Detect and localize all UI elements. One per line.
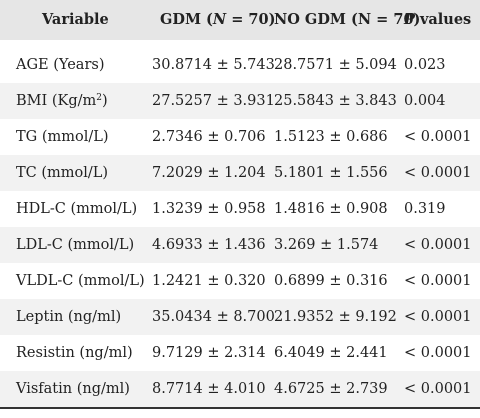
- cell-gdm: 7.2029 ± 1.204: [152, 165, 266, 181]
- cell-variable: Resistin (ng/ml): [16, 345, 133, 361]
- cell-p-value: 0.319: [404, 201, 446, 217]
- cell-gdm: 4.6933 ± 1.436: [152, 237, 266, 253]
- cell-no-gdm: 1.4816 ± 0.908: [274, 201, 388, 217]
- cell-p-value: < 0.0001: [404, 237, 472, 253]
- header-variable: Variable: [42, 11, 109, 28]
- cell-gdm: 30.8714 ± 5.743: [152, 57, 275, 73]
- cell-no-gdm: 0.6899 ± 0.316: [274, 273, 388, 289]
- cell-no-gdm: 25.5843 ± 3.843: [274, 93, 397, 109]
- cell-no-gdm: 3.269 ± 1.574: [274, 237, 379, 253]
- table-row: HDL-C (mmol/L) 1.3239 ± 0.958 1.4816 ± 0…: [0, 191, 480, 227]
- table-bottom-rule: [0, 407, 480, 409]
- cell-p-value: < 0.0001: [404, 309, 472, 325]
- cell-variable: HDL-C (mmol/L): [16, 201, 138, 217]
- cell-gdm: 8.7714 ± 4.010: [152, 381, 266, 397]
- header-no-gdm: NO GDM (N = 70): [274, 11, 421, 28]
- table-row: Visfatin (ng/ml) 8.7714 ± 4.010 4.6725 ±…: [0, 371, 480, 407]
- table-row: BMI (Kg/m2) 27.5257 ± 3.931 25.5843 ± 3.…: [0, 83, 480, 119]
- table-row: LDL-C (mmol/L) 4.6933 ± 1.436 3.269 ± 1.…: [0, 227, 480, 263]
- cell-p-value: < 0.0001: [404, 129, 472, 145]
- table-row: AGE (Years) 30.8714 ± 5.743 28.7571 ± 5.…: [0, 47, 480, 83]
- cell-variable: TC (mmol/L): [16, 165, 109, 181]
- cell-gdm: 27.5257 ± 3.931: [152, 93, 275, 109]
- cell-gdm: 9.7129 ± 2.314: [152, 345, 266, 361]
- cell-variable: Leptin (ng/ml): [16, 309, 122, 325]
- cell-p-value: 0.023: [404, 57, 446, 73]
- cell-no-gdm: 28.7571 ± 5.094: [274, 57, 397, 73]
- cell-gdm: 1.3239 ± 0.958: [152, 201, 266, 217]
- cell-variable: TG (mmol/L): [16, 129, 109, 145]
- cell-p-value: < 0.0001: [404, 381, 472, 397]
- header-p-values: P values: [404, 11, 472, 28]
- cell-no-gdm: 6.4049 ± 2.441: [274, 345, 388, 361]
- cell-no-gdm: 4.6725 ± 2.739: [274, 381, 388, 397]
- cell-p-value: < 0.0001: [404, 273, 472, 289]
- table-row: VLDL-C (mmol/L) 1.2421 ± 0.320 0.6899 ± …: [0, 263, 480, 299]
- table-row: Resistin (ng/ml) 9.7129 ± 2.314 6.4049 ±…: [0, 335, 480, 371]
- cell-p-value: < 0.0001: [404, 165, 472, 181]
- cell-variable: VLDL-C (mmol/L): [16, 273, 145, 289]
- table-row: Leptin (ng/ml) 35.0434 ± 8.700 21.9352 ±…: [0, 299, 480, 335]
- cell-variable: AGE (Years): [16, 57, 105, 73]
- cell-no-gdm: 1.5123 ± 0.686: [274, 129, 388, 145]
- table-header: Variable GDM (N = 70) NO GDM (N = 70) P …: [0, 0, 480, 40]
- cell-variable: LDL-C (mmol/L): [16, 237, 135, 253]
- cell-p-value: < 0.0001: [404, 345, 472, 361]
- cell-gdm: 2.7346 ± 0.706: [152, 129, 266, 145]
- cell-variable: BMI (Kg/m2): [16, 93, 108, 109]
- header-gdm: GDM (N = 70): [160, 11, 276, 28]
- cell-gdm: 1.2421 ± 0.320: [152, 273, 266, 289]
- cell-variable: Visfatin (ng/ml): [16, 381, 130, 397]
- table-row: TC (mmol/L) 7.2029 ± 1.204 5.1801 ± 1.55…: [0, 155, 480, 191]
- cell-no-gdm: 21.9352 ± 9.192: [274, 309, 397, 325]
- cell-no-gdm: 5.1801 ± 1.556: [274, 165, 388, 181]
- cell-p-value: 0.004: [404, 93, 446, 109]
- cell-gdm: 35.0434 ± 8.700: [152, 309, 275, 325]
- table-row: TG (mmol/L) 2.7346 ± 0.706 1.5123 ± 0.68…: [0, 119, 480, 155]
